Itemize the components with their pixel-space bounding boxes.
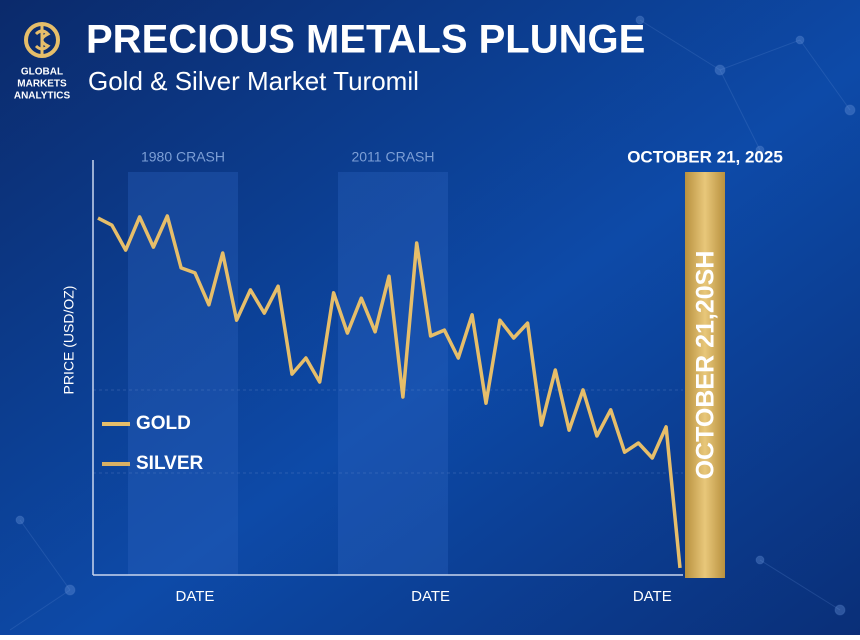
logo-text: ANALYTICS [14,91,71,102]
network-decoration [9,15,856,631]
chart-subtitle: Gold & Silver Market Turomil [88,66,419,96]
y-axis-label: PRICE (USD/OZ) [61,286,77,395]
logo-text: GLOBAL [21,67,63,78]
annotation: OCTOBER 21, 2025 [627,147,783,166]
logo-text: MARKETS [17,79,67,90]
chart-title: PRECIOUS METALS PLUNGE [86,18,645,62]
crash-band [338,172,448,575]
legend-label: SILVER [136,453,203,474]
band-label: 2011 CRASH [351,149,434,165]
legend-label: GOLD [136,413,191,434]
price-line [97,214,682,569]
x-tick-label: DATE [411,588,450,605]
x-tick-label: DATE [176,588,215,605]
crash-band [128,172,238,575]
date-marker-bar [685,172,725,578]
logo [24,22,60,58]
x-tick-label: DATE [633,588,672,605]
marker-label: OCTOBER 21,20SH [692,251,720,480]
band-label: 1980 CRASH [141,149,225,165]
